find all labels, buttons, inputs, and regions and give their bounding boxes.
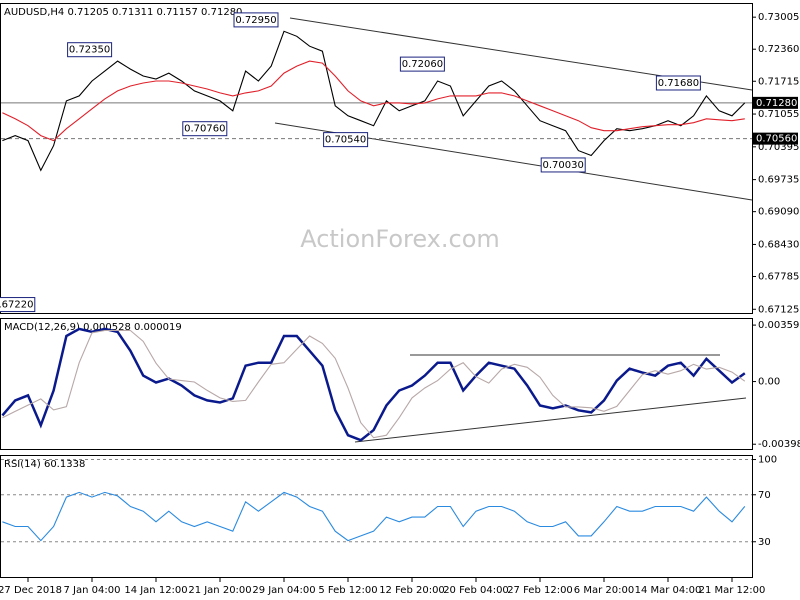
x-tick-label: 21 Jan 20:00	[188, 585, 251, 596]
rsi-panel	[0, 455, 753, 578]
annotation-box	[182, 121, 228, 137]
annotation-box	[540, 157, 586, 173]
annotation-box	[0, 297, 36, 313]
annotation-label: 0.71680	[658, 78, 699, 89]
y-tick-label: 0.69090	[758, 207, 799, 218]
y-tick-label: 0.003592	[758, 320, 800, 331]
series-line	[2, 30, 746, 172]
x-tick-label: 6 Mar 20:00	[574, 585, 634, 596]
y-tick-label: 0.67785	[758, 271, 799, 282]
y-tick-label: 0.72360	[758, 44, 799, 55]
x-tick-label: 7 Jan 04:00	[64, 585, 121, 596]
x-tick-label: 20 Feb 04:00	[443, 585, 509, 596]
annotation-box	[399, 56, 445, 72]
x-tick-label: 14 Mar 04:00	[635, 585, 702, 596]
series-line	[2, 491, 746, 542]
annotation-label: 0.67220	[0, 300, 33, 311]
series-line	[2, 60, 745, 142]
x-tick-label: 27 Feb 12:00	[507, 585, 573, 596]
series-line	[2, 329, 746, 439]
x-tick-label: 29 Jan 04:00	[252, 585, 315, 596]
watermark: ActionForex.com	[300, 225, 500, 253]
level-box	[752, 96, 798, 109]
y-tick-label: 0.69735	[758, 175, 799, 186]
annotation-box	[655, 75, 701, 91]
y-tick-label: 100	[758, 455, 777, 466]
level-label: 0.70560	[756, 134, 797, 145]
macd-panel	[0, 318, 753, 450]
annotation-label: 0.70540	[325, 135, 366, 146]
x-tick-label: 12 Feb 20:00	[379, 585, 445, 596]
y-tick-label: -0.003986	[758, 439, 800, 450]
annotation-label: 0.72350	[69, 45, 110, 56]
x-tick-label: 27 Dec 2018	[0, 585, 62, 596]
y-tick-label: 70	[758, 490, 771, 501]
y-tick-label: 0.73005	[758, 12, 799, 23]
series-line	[1, 327, 746, 442]
annotation-box	[67, 42, 113, 58]
annotation-box	[233, 12, 279, 28]
annotation-label: 0.72950	[235, 15, 276, 26]
y-tick-label: 0.70395	[758, 142, 799, 153]
y-tick-label: 0.00	[758, 377, 780, 388]
price-panel	[0, 3, 753, 314]
trend-line	[354, 397, 747, 443]
level-label: 0.71280	[756, 98, 797, 109]
y-tick-label: 30	[758, 537, 771, 548]
y-tick-label: 0.68430	[758, 239, 799, 250]
y-tick-label: 0.71055	[758, 109, 799, 120]
annotation-label: 0.72060	[402, 59, 443, 70]
panel-title: AUDUSD,H4 0.71205 0.71311 0.71157 0.7128…	[4, 7, 242, 18]
x-tick-label: 5 Feb 12:00	[318, 585, 377, 596]
annotation-box	[323, 132, 369, 148]
x-tick-label: 21 Mar 12:00	[699, 585, 766, 596]
x-tick-label: 14 Jan 12:00	[124, 585, 187, 596]
level-box	[752, 132, 798, 145]
annotation-label: 0.70760	[184, 124, 225, 135]
panel-title: MACD(12,26,9) 0.000528 0.000019	[4, 322, 182, 333]
y-tick-label: 0.71715	[758, 76, 799, 87]
panel-title: RSI(14) 60.1338	[4, 459, 85, 470]
y-tick-label: 0.67125	[758, 304, 799, 315]
annotation-label: 0.70030	[543, 160, 584, 171]
